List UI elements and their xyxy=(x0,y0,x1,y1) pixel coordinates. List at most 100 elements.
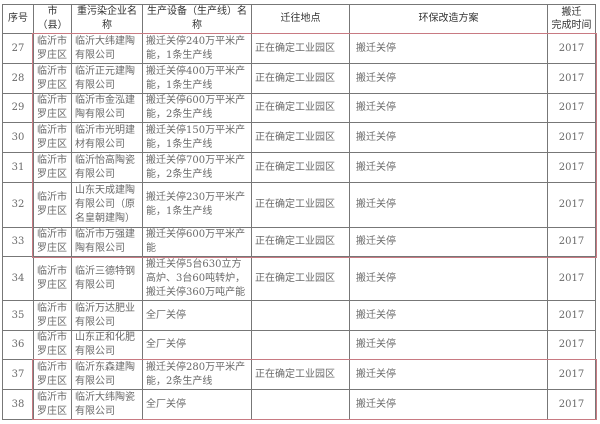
equipment-cell: 搬迁关停150万平米产能，1条生产线 xyxy=(142,122,252,153)
year-cell: 2017 xyxy=(547,359,596,390)
year-cell: 2017 xyxy=(547,93,596,123)
plan-cell: 搬迁关停 xyxy=(349,63,548,94)
row-number: 33 xyxy=(2,227,34,257)
location-cell: 正在确定工业园区 xyxy=(251,227,350,257)
location-cell: 正在确定工业园区 xyxy=(251,122,350,153)
plan-cell: 搬迁关停 xyxy=(349,122,548,153)
city-cell: 临沂市罗庄区 xyxy=(33,182,72,228)
table-row: 31 临沂市罗庄区 临沂怡高陶瓷有限公司 搬迁关停700万平米产能，2条生产线 正在确定… xyxy=(2,152,596,183)
equipment-cell: 搬迁关停700万平米产能，2条生产线 xyxy=(142,152,252,183)
company-cell: 临沂大纬陶瓷有限公司 xyxy=(71,389,143,420)
header-row: 序号 市（县） 重污染企业名称 生产设备（生产线）名称 迁往地点 环保改造方案 … xyxy=(2,4,596,34)
city-cell: 临沂市罗庄区 xyxy=(33,93,72,123)
table-row: 36 临沂市罗庄区 山东正和化肥有限公司 全厂关停 搬迁关停 2017 xyxy=(2,330,596,360)
row-number: 35 xyxy=(2,300,34,331)
table-row: 37 临沂市罗庄区 临沂东森建陶有限公司 搬迁关停280万平米产能，2条生产线 正在确定… xyxy=(2,359,596,390)
company-cell: 临沂怡高陶瓷有限公司 xyxy=(71,152,143,183)
company-cell: 山东正和化肥有限公司 xyxy=(71,330,143,360)
plan-cell: 搬迁关停 xyxy=(349,152,548,183)
table-row: 35 临沂市罗庄区 临沂万达肥业有限公司 全厂关停 搬迁关停 2017 xyxy=(2,300,596,331)
row-number: 37 xyxy=(2,359,34,390)
header-company: 重污染企业名称 xyxy=(71,4,143,34)
equipment-cell: 搬迁关停600万平米产能 xyxy=(142,227,252,257)
company-cell: 临沂市光明建材有限公司 xyxy=(71,122,143,153)
equipment-cell: 搬迁关停280万平米产能，2条生产线 xyxy=(142,359,252,390)
row-number: 31 xyxy=(2,152,34,183)
equipment-cell: 搬迁关停240万平米产能，1条生产线 xyxy=(142,33,252,64)
location-cell: 正在确定工业园区 xyxy=(251,182,350,228)
location-cell: 正在确定工业园区 xyxy=(251,359,350,390)
header-no: 序号 xyxy=(2,4,34,34)
equipment-cell: 搬迁关停5台630立方高炉、3台60吨转炉，搬迁关停360万吨产能 xyxy=(142,256,252,301)
company-cell: 临沂大纬建陶有限公司 xyxy=(71,33,143,64)
year-cell: 2017 xyxy=(547,227,596,257)
row-number: 32 xyxy=(2,182,34,228)
plan-cell: 搬迁关停 xyxy=(349,300,548,331)
plan-cell: 搬迁关停 xyxy=(349,256,548,301)
city-cell: 临沂市罗庄区 xyxy=(33,256,72,301)
year-cell: 2017 xyxy=(547,389,596,420)
year-cell: 2017 xyxy=(547,63,596,94)
location-cell xyxy=(251,389,350,420)
row-number: 38 xyxy=(2,389,34,420)
table-row: 27 临沂市罗庄区 临沂大纬建陶有限公司 搬迁关停240万平米产能，1条生产线 正在确定… xyxy=(2,33,596,64)
plan-cell: 搬迁关停 xyxy=(349,182,548,228)
table-row: 28 临沂市罗庄区 临沂正元建陶有限公司 搬迁关停400万平米产能，1条生产线 正在确定… xyxy=(2,63,596,94)
row-number: 29 xyxy=(2,93,34,123)
plan-cell: 搬迁关停 xyxy=(349,33,548,64)
city-cell: 临沂市罗庄区 xyxy=(33,152,72,183)
table-row: 30 临沂市罗庄区 临沂市光明建材有限公司 搬迁关停150万平米产能，1条生产线 正在确… xyxy=(2,122,596,153)
location-cell xyxy=(251,330,350,360)
header-location: 迁往地点 xyxy=(251,4,350,34)
location-cell: 正在确定工业园区 xyxy=(251,63,350,94)
plan-cell: 搬迁关停 xyxy=(349,330,548,360)
row-number: 27 xyxy=(2,33,34,64)
company-cell: 临沂市万强建陶有限公司 xyxy=(71,227,143,257)
equipment-cell: 搬迁关停600万平米产能，2条生产线 xyxy=(142,93,252,123)
city-cell: 临沂市罗庄区 xyxy=(33,33,72,64)
city-cell: 临沂市罗庄区 xyxy=(33,330,72,360)
plan-cell: 搬迁关停 xyxy=(349,93,548,123)
pollution-enterprise-table: 序号 市（县） 重污染企业名称 生产设备（生产线）名称 迁往地点 环保改造方案 … xyxy=(2,4,596,420)
plan-cell: 搬迁关停 xyxy=(349,359,548,390)
city-cell: 临沂市罗庄区 xyxy=(33,300,72,331)
table-row: 32 临沂市罗庄区 山东天成建陶有限公司（原名皇朝建陶） 搬迁关停230万平米产能，1… xyxy=(2,182,596,228)
equipment-cell: 全厂关停 xyxy=(142,330,252,360)
location-cell: 正在确定工业园区 xyxy=(251,93,350,123)
header-year: 搬迁 完成时间 xyxy=(547,4,596,34)
company-cell: 山东天成建陶有限公司（原名皇朝建陶） xyxy=(71,182,143,228)
company-cell: 临沂市金泓建陶有限公司 xyxy=(71,93,143,123)
city-cell: 临沂市罗庄区 xyxy=(33,359,72,390)
header-plan: 环保改造方案 xyxy=(349,4,548,34)
company-cell: 临沂万达肥业有限公司 xyxy=(71,300,143,331)
company-cell: 临沂正元建陶有限公司 xyxy=(71,63,143,94)
row-number: 30 xyxy=(2,122,34,153)
row-number: 28 xyxy=(2,63,34,94)
city-cell: 临沂市罗庄区 xyxy=(33,63,72,94)
year-cell: 2017 xyxy=(547,182,596,228)
plan-cell: 搬迁关停 xyxy=(349,227,548,257)
year-cell: 2017 xyxy=(547,122,596,153)
table-row: 29 临沂市罗庄区 临沂市金泓建陶有限公司 搬迁关停600万平米产能，2条生产线 正在确… xyxy=(2,93,596,123)
location-cell xyxy=(251,300,350,331)
company-cell: 临沂东森建陶有限公司 xyxy=(71,359,143,390)
city-cell: 临沂市罗庄区 xyxy=(33,227,72,257)
location-cell: 正在确定工业园区 xyxy=(251,256,350,301)
table-row: 38 临沂市罗庄区 临沂大纬陶瓷有限公司 全厂关停 搬迁关停 2017 xyxy=(2,389,596,420)
city-cell: 临沂市罗庄区 xyxy=(33,122,72,153)
company-cell: 临沂三德特钢有限公司 xyxy=(71,256,143,301)
year-cell: 2017 xyxy=(547,33,596,64)
header-city: 市（县） xyxy=(33,4,72,34)
equipment-cell: 全厂关停 xyxy=(142,300,252,331)
table-row: 33 临沂市罗庄区 临沂市万强建陶有限公司 搬迁关停600万平米产能 正在确定工业园区搬… xyxy=(2,227,596,257)
equipment-cell: 全厂关停 xyxy=(142,389,252,420)
row-number: 36 xyxy=(2,330,34,360)
header-equipment: 生产设备（生产线）名称 xyxy=(142,4,252,34)
year-cell: 2017 xyxy=(547,330,596,360)
equipment-cell: 搬迁关停230万平米产能，1条生产线 xyxy=(142,182,252,228)
year-cell: 2017 xyxy=(547,300,596,331)
plan-cell: 搬迁关停 xyxy=(349,389,548,420)
row-number: 34 xyxy=(2,256,34,301)
year-cell: 2017 xyxy=(547,256,596,301)
location-cell: 正在确定工业园区 xyxy=(251,152,350,183)
